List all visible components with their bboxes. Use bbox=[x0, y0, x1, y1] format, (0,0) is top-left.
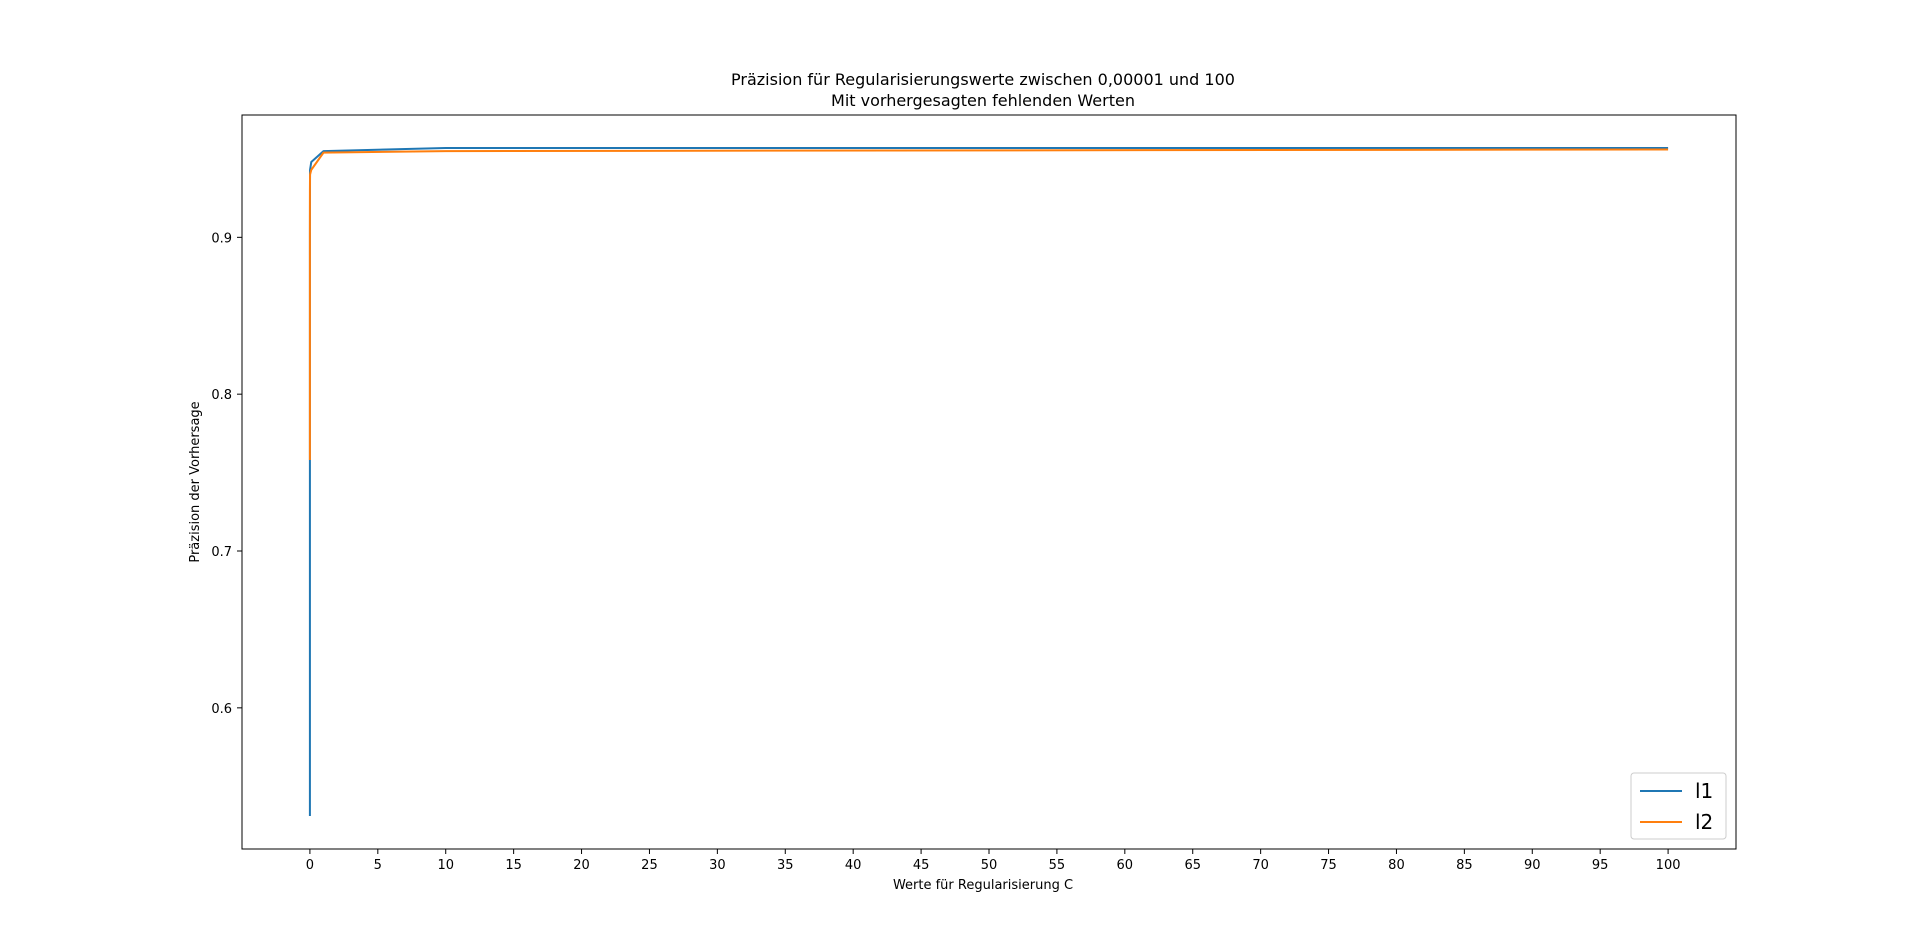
legend-label-l2: l2 bbox=[1695, 810, 1713, 834]
x-tick-label: 75 bbox=[1320, 858, 1337, 873]
x-tick-label: 65 bbox=[1184, 858, 1201, 873]
y-tick-label: 0.6 bbox=[211, 702, 232, 717]
x-tick-label: 55 bbox=[1049, 858, 1066, 873]
x-axis-label: Werte für Regularisierung C bbox=[893, 878, 1073, 893]
y-tick-label: 0.7 bbox=[211, 545, 232, 560]
x-tick-label: 60 bbox=[1117, 858, 1134, 873]
x-tick-label: 30 bbox=[709, 858, 726, 873]
y-tick-label: 0.9 bbox=[211, 231, 232, 246]
x-tick-label: 25 bbox=[641, 858, 658, 873]
x-tick-label: 35 bbox=[777, 858, 794, 873]
chart-subtitle: Mit vorhergesagten fehlenden Werten bbox=[831, 91, 1135, 110]
y-tick-label: 0.8 bbox=[211, 388, 232, 403]
plot-area bbox=[241, 114, 1737, 850]
x-tick-label: 40 bbox=[845, 858, 862, 873]
x-tick-label: 15 bbox=[505, 858, 522, 873]
y-axis-ticks: 0.6 0.7 0.8 0.9 bbox=[211, 231, 242, 717]
x-tick-label: 0 bbox=[306, 858, 314, 873]
x-tick-label: 95 bbox=[1592, 858, 1609, 873]
x-tick-label: 85 bbox=[1456, 858, 1473, 873]
x-tick-label: 70 bbox=[1252, 858, 1269, 873]
x-tick-label: 100 bbox=[1656, 858, 1681, 873]
x-tick-label: 20 bbox=[573, 858, 590, 873]
legend-label-l1: l1 bbox=[1695, 779, 1713, 803]
x-axis-ticks: 0 5 10 15 20 25 30 35 40 45 50 55 60 65 70 75 80 85 90 95 10… bbox=[306, 849, 1681, 873]
chart-title: Präzision für Regularisierungswerte zwis… bbox=[731, 70, 1235, 89]
x-tick-label: 5 bbox=[374, 858, 382, 873]
x-tick-label: 80 bbox=[1388, 858, 1405, 873]
x-tick-label: 45 bbox=[913, 858, 930, 873]
x-tick-label: 10 bbox=[437, 858, 454, 873]
x-tick-label: 50 bbox=[981, 858, 998, 873]
x-tick-label: 90 bbox=[1524, 858, 1541, 873]
series-line-l2 bbox=[308, 148, 1669, 461]
series-layer bbox=[308, 146, 1669, 817]
plot-frame bbox=[241, 114, 1737, 850]
y-axis-label: Präzision der Vorhersage bbox=[188, 401, 203, 562]
